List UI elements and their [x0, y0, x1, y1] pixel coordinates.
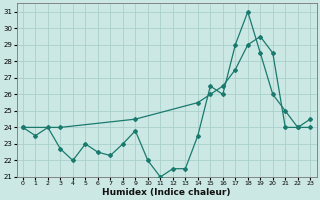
- X-axis label: Humidex (Indice chaleur): Humidex (Indice chaleur): [102, 188, 231, 197]
